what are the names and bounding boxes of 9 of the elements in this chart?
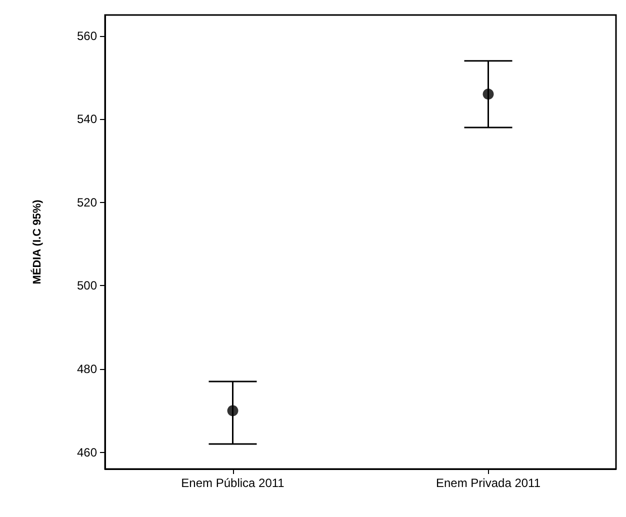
y-tick-label: 480 (76, 362, 98, 376)
x-tick-label: Enem Pública 2011 (181, 476, 285, 490)
y-tick-label: 520 (76, 195, 98, 210)
y-tick-label: 540 (76, 112, 98, 126)
y-tick-label: 500 (76, 278, 98, 293)
y-tick-label: 460 (76, 445, 98, 460)
x-tick-label: Enem Privada 2011 (436, 476, 541, 490)
y-axis-title: MÉDIA (I.C 95%) (30, 199, 44, 284)
y-tick-label: 560 (76, 28, 98, 43)
